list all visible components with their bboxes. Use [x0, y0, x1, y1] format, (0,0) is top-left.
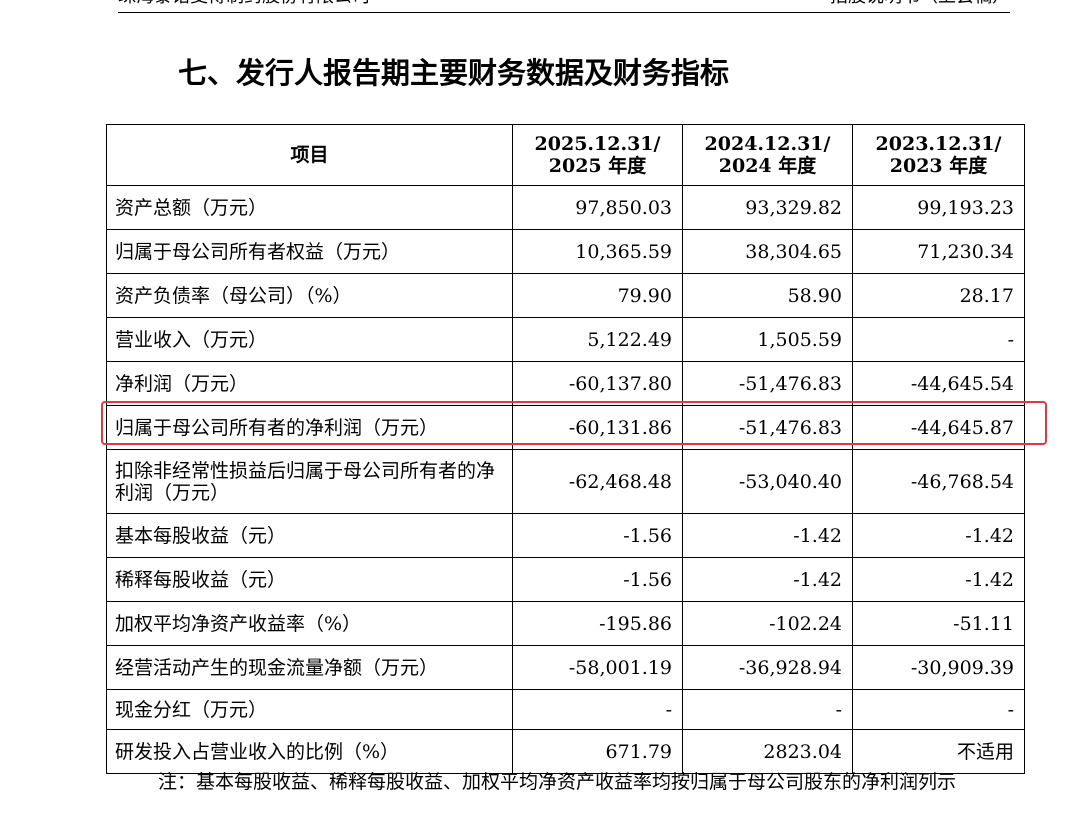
value-2023: -44,645.54 — [852, 361, 1025, 406]
value-2025: -1.56 — [512, 557, 683, 602]
value-2023: - — [852, 689, 1025, 730]
value-2024: -36,928.94 — [682, 645, 853, 690]
value-2024: 93,329.82 — [682, 185, 853, 230]
value-2025: - — [512, 689, 683, 730]
row-label: 扣除非经常性损益后归属于母公司所有者的净利润（万元） — [106, 449, 513, 514]
table-row: 现金分红（万元） - - - — [106, 689, 1025, 730]
value-2023: - — [852, 317, 1025, 362]
row-label: 净利润（万元） — [106, 361, 513, 406]
value-2024: -51,476.83 — [682, 405, 853, 450]
value-2024: -1.42 — [682, 557, 853, 602]
table-row: 基本每股收益（元） -1.56 -1.42 -1.42 — [106, 513, 1025, 558]
section-title: 七、发行人报告期主要财务数据及财务指标 — [178, 56, 730, 90]
value-2025: -62,468.48 — [512, 449, 683, 514]
header-2024: 2024.12.31/ 2024 年度 — [682, 124, 853, 186]
value-2025: 10,365.59 — [512, 229, 683, 274]
value-2024: - — [682, 689, 853, 730]
table-row: 资产总额（万元） 97,850.03 93,329.82 99,193.23 — [106, 185, 1025, 230]
table-row: 加权平均净资产收益率（%） -195.86 -102.24 -51.11 — [106, 601, 1025, 646]
value-2023: 71,230.34 — [852, 229, 1025, 274]
table-row: 资产负债率（母公司）（%） 79.90 58.90 28.17 — [106, 273, 1025, 318]
row-label: 稀释每股收益（元） — [106, 557, 513, 602]
value-2025: 79.90 — [512, 273, 683, 318]
table-row: 研发投入占营业收入的比例（%） 671.79 2823.04 不适用 — [106, 729, 1025, 774]
table-row: 经营活动产生的现金流量净额（万元） -58,001.19 -36,928.94 … — [106, 645, 1025, 690]
header-2023: 2023.12.31/ 2023 年度 — [852, 124, 1025, 186]
value-2023: -1.42 — [852, 557, 1025, 602]
table-row: 归属于母公司所有者权益（万元） 10,365.59 38,304.65 71,2… — [106, 229, 1025, 274]
value-2023: 28.17 — [852, 273, 1025, 318]
value-2023: -44,645.87 — [852, 405, 1025, 450]
value-2023: 不适用 — [852, 729, 1025, 774]
value-2024: -51,476.83 — [682, 361, 853, 406]
value-2025: -60,137.80 — [512, 361, 683, 406]
running-header: 珠海泰诺麦博制药股份有限公司 招股说明书（上会稿） — [118, 0, 1010, 13]
value-2025: -1.56 — [512, 513, 683, 558]
table-row: 扣除非经常性损益后归属于母公司所有者的净利润（万元） -62,468.48 -5… — [106, 449, 1025, 514]
row-label: 营业收入（万元） — [106, 317, 513, 362]
header-2025: 2025.12.31/ 2025 年度 — [512, 124, 683, 186]
value-2025: 97,850.03 — [512, 185, 683, 230]
value-2023: 99,193.23 — [852, 185, 1025, 230]
value-2023: -46,768.54 — [852, 449, 1025, 514]
value-2025: 5,122.49 — [512, 317, 683, 362]
value-2024: 58.90 — [682, 273, 853, 318]
table-row: 净利润（万元） -60,137.80 -51,476.83 -44,645.54 — [106, 361, 1025, 406]
value-2024: -102.24 — [682, 601, 853, 646]
financial-table: 项目 2025.12.31/ 2025 年度 2024.12.31/ 2024 … — [106, 124, 1025, 774]
row-label: 资产总额（万元） — [106, 185, 513, 230]
value-2024: -53,040.40 — [682, 449, 853, 514]
row-label: 加权平均净资产收益率（%） — [106, 601, 513, 646]
row-label: 资产负债率（母公司）（%） — [106, 273, 513, 318]
value-2025: -58,001.19 — [512, 645, 683, 690]
value-2023: -30,909.39 — [852, 645, 1025, 690]
row-label: 现金分红（万元） — [106, 689, 513, 730]
table-row: 营业收入（万元） 5,122.49 1,505.59 - — [106, 317, 1025, 362]
row-label: 经营活动产生的现金流量净额（万元） — [106, 645, 513, 690]
value-2024: 38,304.65 — [682, 229, 853, 274]
table-header-row: 项目 2025.12.31/ 2025 年度 2024.12.31/ 2024 … — [106, 124, 1025, 186]
table-note: 注：基本每股收益、稀释每股收益、加权平均净资产收益率均按归属于母公司股东的净利润… — [158, 771, 957, 793]
row-label: 归属于母公司所有者权益（万元） — [106, 229, 513, 274]
table-row-highlighted: 归属于母公司所有者的净利润（万元） -60,131.86 -51,476.83 … — [106, 405, 1025, 450]
value-2023: -51.11 — [852, 601, 1025, 646]
value-2024: 1,505.59 — [682, 317, 853, 362]
row-label: 基本每股收益（元） — [106, 513, 513, 558]
header-company: 珠海泰诺麦博制药股份有限公司 — [118, 0, 370, 8]
table-row: 稀释每股收益（元） -1.56 -1.42 -1.42 — [106, 557, 1025, 602]
row-label: 研发投入占营业收入的比例（%） — [106, 729, 513, 774]
value-2023: -1.42 — [852, 513, 1025, 558]
value-2024: 2823.04 — [682, 729, 853, 774]
value-2025: -60,131.86 — [512, 405, 683, 450]
value-2025: -195.86 — [512, 601, 683, 646]
value-2025: 671.79 — [512, 729, 683, 774]
row-label: 归属于母公司所有者的净利润（万元） — [106, 405, 513, 450]
value-2024: -1.42 — [682, 513, 853, 558]
header-doc-title: 招股说明书（上会稿） — [830, 0, 1010, 8]
header-item: 项目 — [106, 124, 513, 186]
